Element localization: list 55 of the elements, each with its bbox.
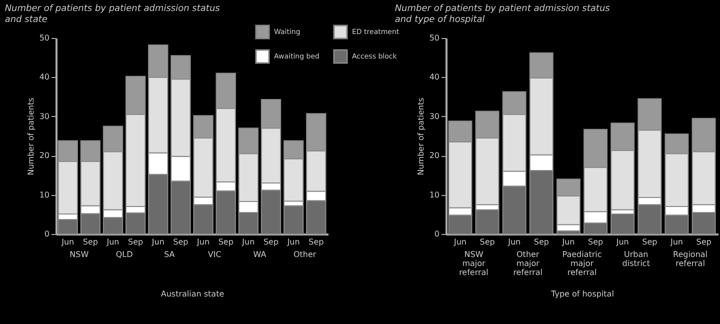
- x-tick-label: Jun: [60, 238, 74, 246]
- y-tick-label: 40: [429, 72, 440, 82]
- text: Other major referral: [513, 250, 543, 277]
- text: SA: [164, 250, 176, 259]
- y-tick-label: 40: [39, 72, 50, 82]
- x-tick-label: Sep: [534, 238, 549, 246]
- x-tick-label: Sep: [308, 238, 324, 246]
- x-tick-label: Sep: [173, 238, 188, 246]
- y-tick-label: 20: [429, 151, 440, 160]
- x-axis-title: Type of hospital: [550, 290, 614, 298]
- x-axis-title: Australian state: [160, 290, 224, 298]
- text: WA: [253, 250, 267, 259]
- text: QLD: [116, 250, 133, 259]
- y-tick-label: 30: [429, 112, 440, 121]
- y-axis-title: Number of patients: [416, 98, 426, 176]
- bar: [283, 205, 304, 234]
- x-tick-label: Sep: [588, 238, 604, 246]
- y-tick-label: 0: [434, 230, 440, 238]
- bar: [475, 209, 500, 234]
- text: VIC: [208, 250, 222, 259]
- chart-title: Number of patients by patient admission status and type of hospital: [394, 4, 610, 25]
- y-tick-label: 10: [429, 190, 440, 200]
- text: NSW: [70, 250, 89, 259]
- x-tick-label: Jun: [507, 238, 521, 246]
- y-tick-label: 0: [44, 230, 50, 238]
- text: Other: [294, 250, 317, 259]
- text: Paediatric major referral: [562, 250, 602, 277]
- y-axis-title: Number of patients: [26, 98, 36, 176]
- x-tick-label: Jun: [150, 238, 164, 246]
- x-tick-label: Jun: [106, 238, 120, 246]
- x-tick-label: Jun: [615, 238, 629, 246]
- x-tick-label: Jun: [452, 238, 466, 246]
- bar: [58, 218, 78, 234]
- text: NSW major referral: [459, 250, 488, 277]
- x-tick-label: Sep: [642, 238, 658, 246]
- y-tick-label: 30: [39, 112, 50, 121]
- x-tick-label: Sep: [263, 238, 279, 246]
- y-tick-label: 50: [429, 34, 440, 42]
- chart-title: Number of patients by patient admission status and state: [4, 4, 220, 25]
- x-tick-label: Jun: [286, 238, 300, 246]
- y-tick-label: 10: [39, 190, 50, 200]
- x-tick-label: Sep: [218, 238, 234, 246]
- x-tick-label: Jun: [241, 238, 255, 246]
- y-tick-label: 20: [39, 151, 50, 160]
- y-tick-label: 50: [39, 34, 50, 42]
- x-tick-label: Sep: [480, 238, 495, 246]
- x-tick-label: Jun: [196, 238, 210, 246]
- x-tick-label: Jun: [561, 238, 575, 246]
- x-tick-label: Sep: [696, 238, 712, 246]
- x-tick-label: Jun: [669, 238, 683, 246]
- x-tick-label: Sep: [82, 238, 98, 246]
- x-tick-label: Sep: [128, 238, 144, 246]
- bar: [610, 214, 635, 234]
- text: Urban district: [622, 250, 650, 268]
- text: Regional referral: [673, 250, 708, 268]
